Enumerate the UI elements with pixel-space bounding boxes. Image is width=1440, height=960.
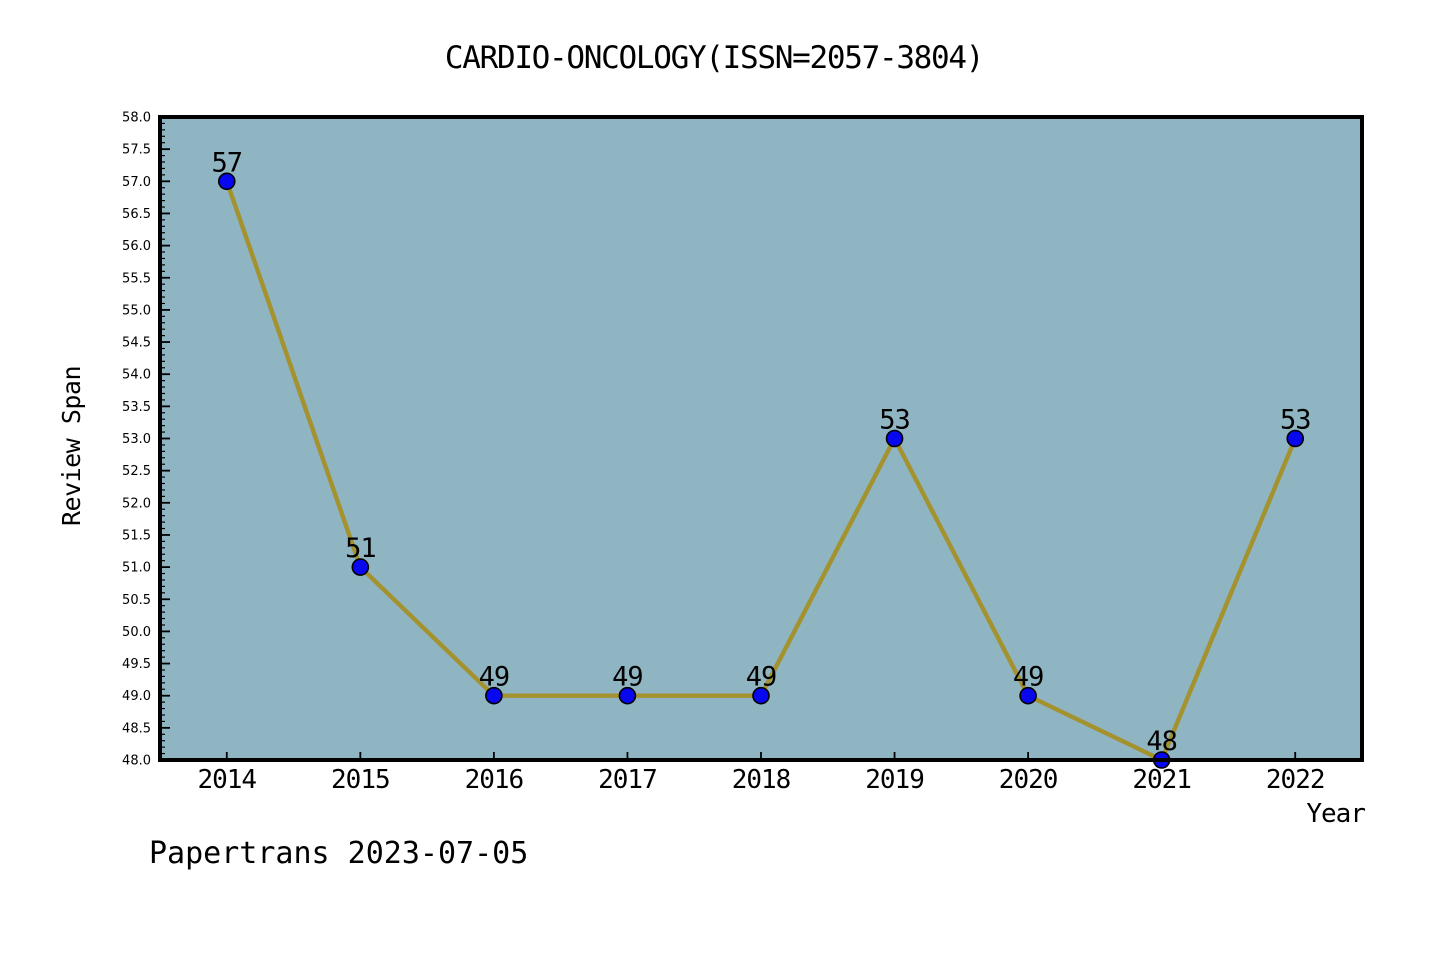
y-tick-label: 51.0 (122, 561, 151, 576)
x-tick-label: 2016 (465, 765, 524, 795)
data-point (1019, 686, 1037, 705)
y-tick-label: 49.0 (122, 689, 151, 704)
data-point-label: 49 (612, 662, 643, 693)
chart-title: CARDIO-ONCOLOGY(ISSN=2057-3804) (445, 40, 983, 76)
y-tick-label: 50.5 (122, 593, 151, 608)
data-point-label: 57 (212, 147, 243, 178)
y-tick-label: 49.5 (122, 657, 151, 672)
data-point (217, 172, 236, 191)
y-tick-label: 58.0 (122, 111, 151, 126)
x-tick-label: 2014 (197, 765, 256, 795)
y-axis-label: Review Span (57, 366, 86, 526)
x-tick-label: 2017 (598, 765, 657, 795)
y-tick-label: 52.5 (122, 464, 151, 479)
data-point-label: 48 (1146, 726, 1177, 757)
data-point (485, 686, 503, 705)
data-point-label: 49 (1013, 662, 1044, 693)
x-tick-label: 2020 (999, 765, 1058, 795)
y-tick-label: 55.0 (122, 303, 151, 318)
x-tick-label: 2022 (1266, 765, 1325, 795)
data-point (752, 686, 770, 705)
y-tick-label: 53.5 (122, 400, 151, 415)
x-tick-label: 2015 (331, 765, 390, 795)
x-axis-label: Year (1306, 799, 1365, 829)
y-tick-label: 51.5 (122, 528, 151, 543)
y-tick-label: 54.5 (122, 336, 151, 351)
y-tick-label: 57.5 (122, 143, 151, 158)
data-point (885, 429, 904, 448)
data-point-label: 49 (479, 662, 510, 693)
footer-watermark: Papertrans 2023-07-05 (149, 836, 528, 871)
y-tick-label: 48.5 (122, 721, 151, 736)
y-tick-label: 56.5 (122, 207, 151, 222)
plot-area (160, 117, 1362, 760)
plot-layer: 48.0 48.5 49.0 49.5 50.0 50.5 51.0 51.5 52.0 52.5… (122, 111, 1364, 795)
plot-border (158, 115, 1364, 762)
y-tick-label: 48.0 (122, 754, 151, 769)
data-point-label: 53 (1280, 405, 1311, 436)
x-tick-label: 2021 (1132, 765, 1191, 795)
y-tick-label: 54.0 (122, 368, 151, 383)
x-tick-label: 2018 (732, 765, 791, 795)
y-tick-label: 57.0 (122, 175, 151, 190)
y-tick-label: 50.0 (122, 625, 151, 640)
data-point (618, 686, 637, 705)
data-point-label: 51 (345, 533, 376, 564)
y-tick-label: 52.0 (122, 496, 151, 511)
data-point-label: 53 (879, 405, 910, 436)
x-tick-label: 2019 (865, 765, 924, 795)
y-tick-label: 56.0 (122, 239, 151, 254)
data-point-label: 49 (746, 662, 777, 693)
y-tick-label: 55.5 (122, 271, 151, 286)
data-point (351, 558, 370, 576)
data-point (1286, 429, 1305, 448)
y-tick-label: 53.0 (122, 432, 151, 447)
